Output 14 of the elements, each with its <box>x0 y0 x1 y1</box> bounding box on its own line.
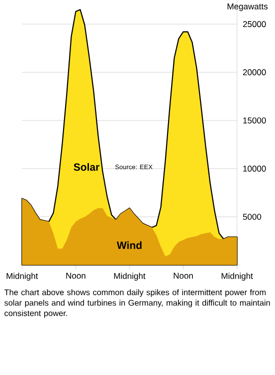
y-tick-label: 25000 <box>243 21 266 28</box>
x-tick-label: Midnight <box>222 272 253 281</box>
y-tick-label: 20000 <box>243 69 266 76</box>
series-label: Wind <box>116 241 142 249</box>
x-tick-label: Midnight <box>6 272 38 281</box>
y-tick-label: 15000 <box>243 117 266 124</box>
x-tick-label: Noon <box>174 272 193 279</box>
y-axis-title: Megawatts <box>228 4 268 12</box>
series-label: Solar <box>74 163 100 171</box>
text: The chart above shows common daily spikes of intermittent power from solar panels and wind turbines in Germany, making it difficult to maintain consistent power. <box>4 289 270 318</box>
y-tick-label: 10000 <box>243 166 266 172</box>
x-tick-label: Midnight <box>114 272 146 281</box>
x-tick-label: Noon <box>66 272 86 279</box>
y-tick-label: 5000 <box>242 214 262 220</box>
